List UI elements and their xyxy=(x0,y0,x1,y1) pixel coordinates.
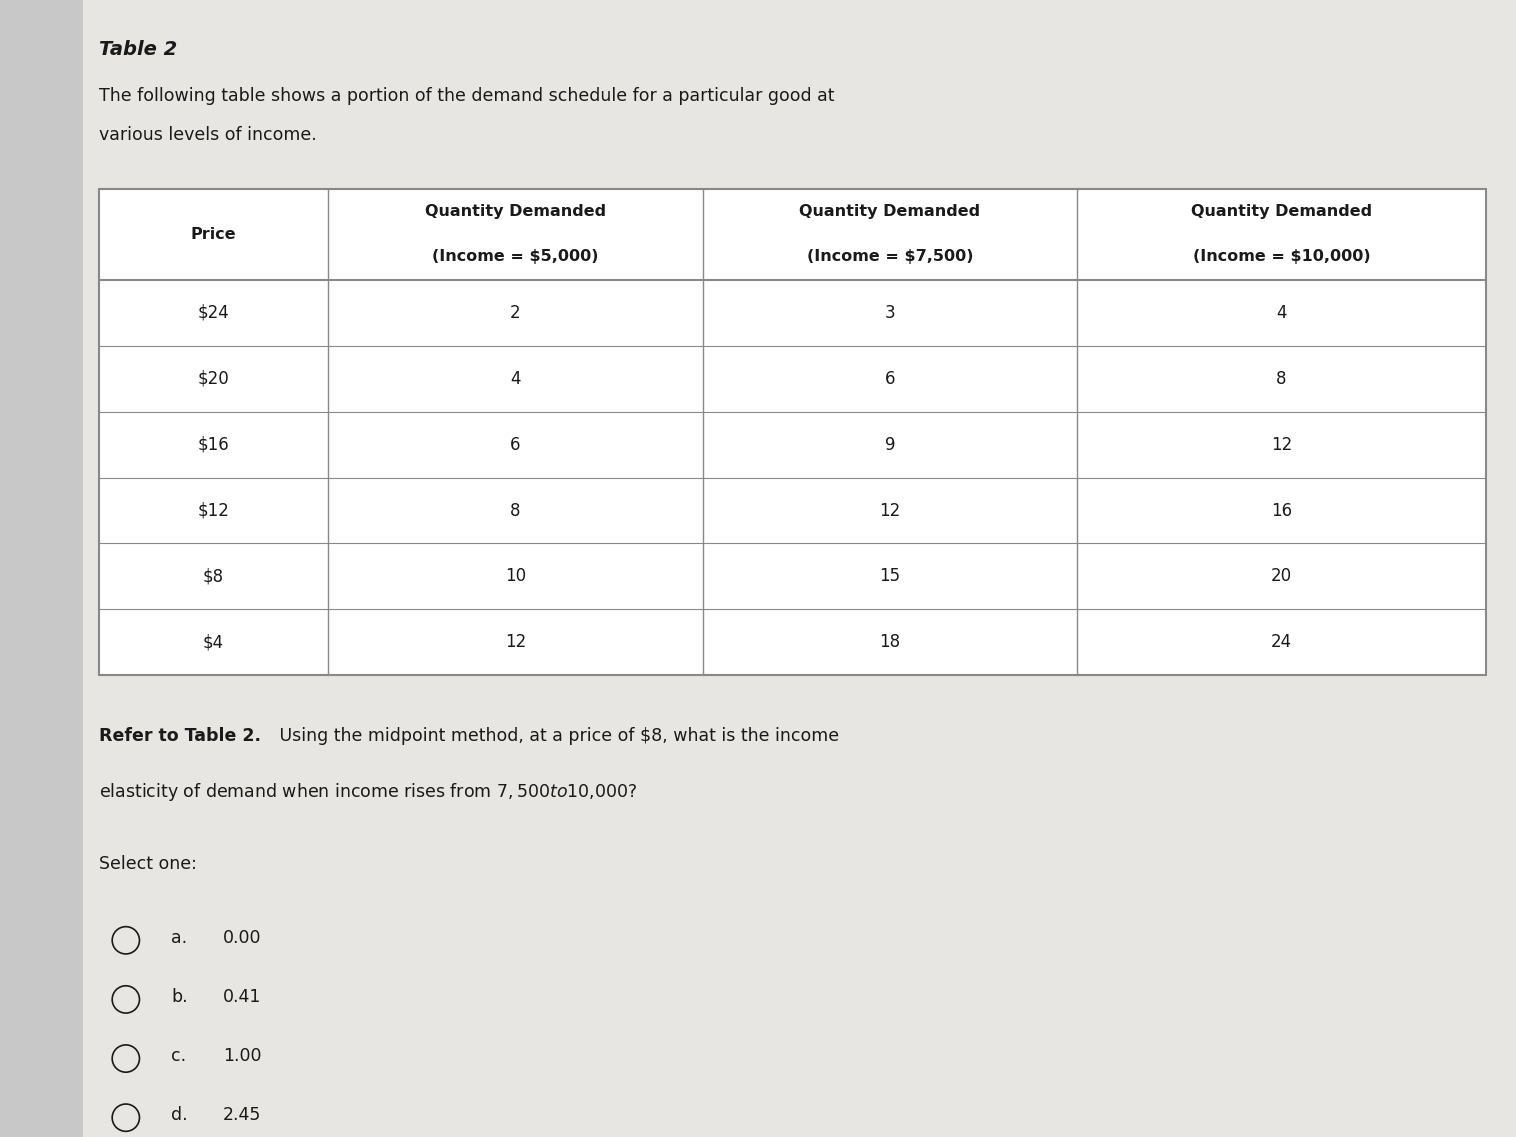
Text: 15: 15 xyxy=(879,567,901,586)
Text: c.: c. xyxy=(171,1047,186,1065)
Text: 24: 24 xyxy=(1270,633,1292,652)
Text: d.: d. xyxy=(171,1106,188,1124)
Text: Quantity Demanded: Quantity Demanded xyxy=(424,204,606,219)
Text: $24: $24 xyxy=(197,304,229,322)
Text: 6: 6 xyxy=(885,370,896,388)
Text: Table 2: Table 2 xyxy=(99,40,177,59)
Text: Quantity Demanded: Quantity Demanded xyxy=(1192,204,1372,219)
Text: Quantity Demanded: Quantity Demanded xyxy=(799,204,981,219)
Text: 1.00: 1.00 xyxy=(223,1047,261,1065)
Text: Price: Price xyxy=(191,226,236,242)
Text: Refer to Table 2.: Refer to Table 2. xyxy=(99,727,261,745)
Text: 9: 9 xyxy=(885,435,896,454)
Text: 12: 12 xyxy=(1270,435,1292,454)
Bar xyxy=(0,0,83,1137)
Text: 16: 16 xyxy=(1270,501,1292,520)
Bar xyxy=(99,189,1486,675)
Text: 18: 18 xyxy=(879,633,901,652)
Text: $20: $20 xyxy=(197,370,229,388)
Text: various levels of income.: various levels of income. xyxy=(99,126,317,144)
Text: $8: $8 xyxy=(203,567,224,586)
Text: The following table shows a portion of the demand schedule for a particular good: The following table shows a portion of t… xyxy=(99,88,834,106)
Text: 0.00: 0.00 xyxy=(223,929,261,947)
Text: 10: 10 xyxy=(505,567,526,586)
Text: 12: 12 xyxy=(505,633,526,652)
Text: (Income = $5,000): (Income = $5,000) xyxy=(432,249,599,265)
Text: 4: 4 xyxy=(1276,304,1287,322)
Text: (Income = $10,000): (Income = $10,000) xyxy=(1193,249,1370,265)
Text: 12: 12 xyxy=(879,501,901,520)
Text: 3: 3 xyxy=(885,304,896,322)
Text: Using the midpoint method, at a price of $8, what is the income: Using the midpoint method, at a price of… xyxy=(274,727,838,745)
Text: 8: 8 xyxy=(511,501,522,520)
Text: 2.45: 2.45 xyxy=(223,1106,261,1124)
Text: 6: 6 xyxy=(511,435,522,454)
Text: 4: 4 xyxy=(511,370,522,388)
Text: elasticity of demand when income rises from $7,500 to $10,000?: elasticity of demand when income rises f… xyxy=(99,781,637,803)
Text: $12: $12 xyxy=(197,501,229,520)
Text: $16: $16 xyxy=(197,435,229,454)
Text: 8: 8 xyxy=(1276,370,1287,388)
Text: b.: b. xyxy=(171,988,188,1006)
Text: 20: 20 xyxy=(1270,567,1292,586)
Text: 2: 2 xyxy=(511,304,522,322)
Text: Select one:: Select one: xyxy=(99,855,197,873)
Text: (Income = $7,500): (Income = $7,500) xyxy=(807,249,973,265)
Text: $4: $4 xyxy=(203,633,224,652)
Text: 0.41: 0.41 xyxy=(223,988,261,1006)
Text: a.: a. xyxy=(171,929,188,947)
